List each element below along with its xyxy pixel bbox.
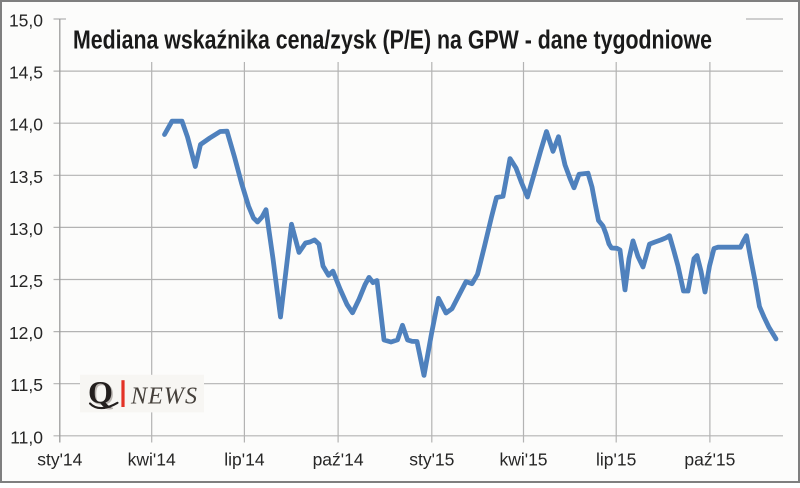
svg-text:kwi'15: kwi'15 <box>499 450 547 470</box>
svg-text:sty'15: sty'15 <box>409 450 454 470</box>
svg-text:kwi'14: kwi'14 <box>128 450 176 470</box>
svg-text:13,0: 13,0 <box>9 219 43 239</box>
svg-text:paź'14: paź'14 <box>313 450 364 470</box>
svg-text:14,5: 14,5 <box>9 63 43 83</box>
svg-text:paź'15: paź'15 <box>684 450 735 470</box>
svg-text:Mediana wskaźnika cena/zysk (P: Mediana wskaźnika cena/zysk (P/E) na GPW… <box>73 27 712 55</box>
svg-text:lip'15: lip'15 <box>596 450 636 470</box>
svg-text:lip'14: lip'14 <box>224 450 265 470</box>
svg-text:NEWS: NEWS <box>130 383 198 409</box>
svg-text:12,0: 12,0 <box>9 323 43 343</box>
svg-text:15,0: 15,0 <box>9 11 43 31</box>
svg-text:12,5: 12,5 <box>9 271 43 291</box>
svg-text:Q: Q <box>88 374 113 410</box>
svg-text:14,0: 14,0 <box>9 115 43 135</box>
svg-text:sty'14: sty'14 <box>37 450 82 470</box>
svg-text:11,5: 11,5 <box>10 375 43 395</box>
svg-text:11,0: 11,0 <box>10 427 43 447</box>
svg-text:13,5: 13,5 <box>9 167 43 187</box>
